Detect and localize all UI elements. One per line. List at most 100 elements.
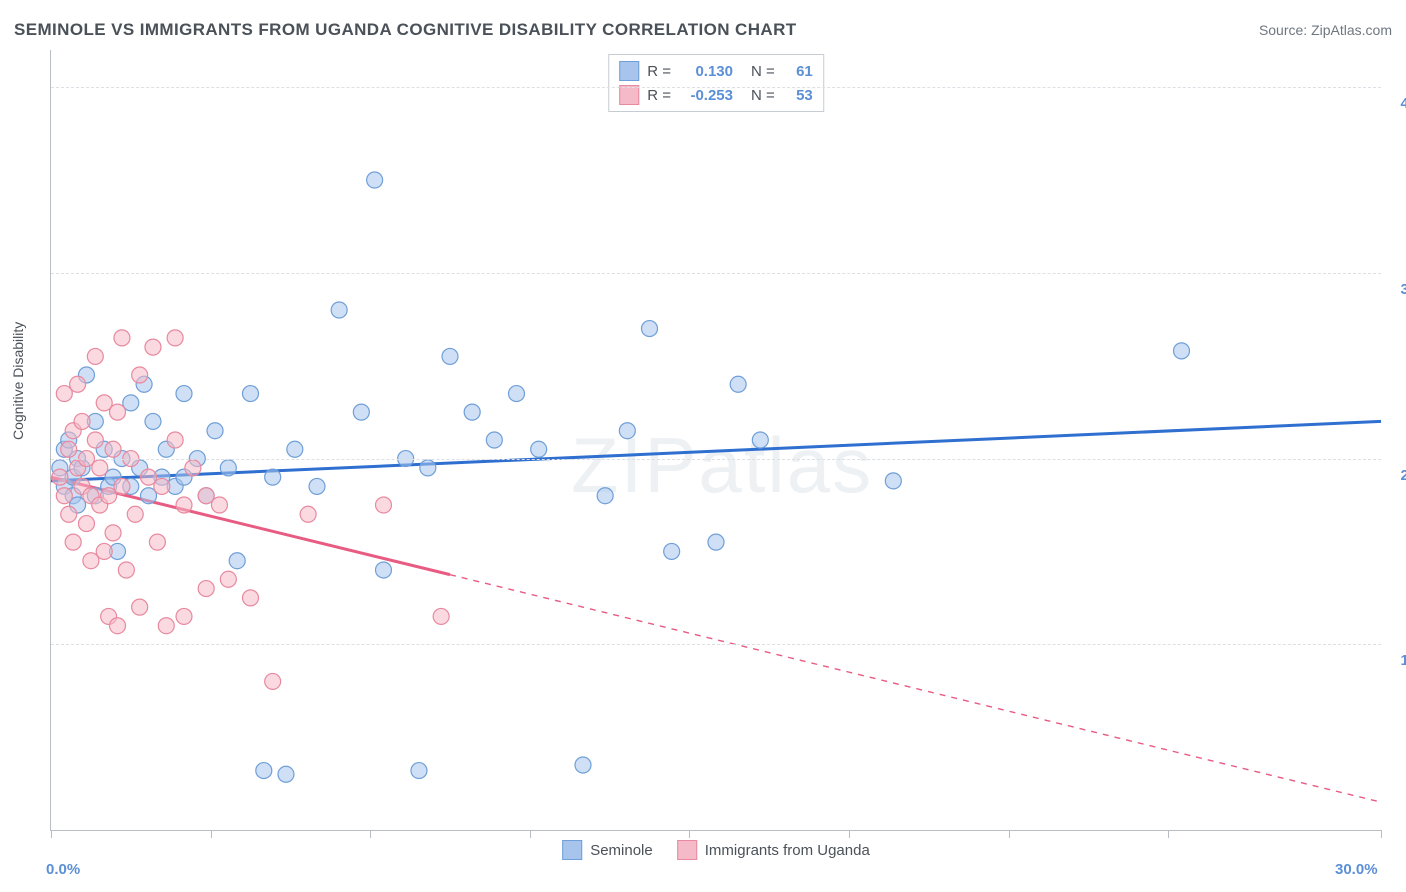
x-tick: [530, 830, 531, 838]
x-tick: [1009, 830, 1010, 838]
data-point: [56, 488, 72, 504]
data-point: [885, 473, 901, 489]
n-label: N =: [751, 63, 775, 80]
data-point: [61, 441, 77, 457]
source-label: Source:: [1259, 22, 1307, 38]
series-legend: Seminole Immigrants from Uganda: [562, 840, 870, 860]
data-point: [243, 386, 259, 402]
y-tick-label: 40.0%: [1388, 95, 1406, 112]
data-point: [87, 432, 103, 448]
data-point: [110, 618, 126, 634]
x-tick: [51, 830, 52, 838]
data-point: [376, 497, 392, 513]
swatch-seminole: [562, 840, 582, 860]
y-tick-label: 20.0%: [1388, 467, 1406, 484]
data-point: [74, 413, 90, 429]
y-tick-label: 10.0%: [1388, 652, 1406, 669]
data-point: [420, 460, 436, 476]
data-point: [278, 766, 294, 782]
legend-item-seminole: Seminole: [562, 840, 653, 860]
data-point: [167, 330, 183, 346]
data-point: [105, 441, 121, 457]
data-point: [265, 673, 281, 689]
data-point: [149, 534, 165, 550]
data-point: [752, 432, 768, 448]
data-point: [575, 757, 591, 773]
data-point: [176, 497, 192, 513]
chart-header: SEMINOLE VS IMMIGRANTS FROM UGANDA COGNI…: [14, 20, 1392, 40]
data-point: [287, 441, 303, 457]
data-point: [353, 404, 369, 420]
chart-title: SEMINOLE VS IMMIGRANTS FROM UGANDA COGNI…: [14, 20, 797, 40]
x-tick-label: 0.0%: [46, 861, 80, 878]
data-point: [70, 376, 86, 392]
x-tick: [1381, 830, 1382, 838]
data-point: [176, 608, 192, 624]
swatch-seminole: [619, 61, 639, 81]
data-point: [411, 763, 427, 779]
r-value-seminole: 0.130: [679, 63, 733, 80]
plot-area: ZIPatlas R = 0.130 N = 61 R = -0.253 N =…: [50, 50, 1381, 831]
data-point: [114, 478, 130, 494]
x-tick: [1168, 830, 1169, 838]
trend-line: [51, 421, 1381, 480]
data-point: [265, 469, 281, 485]
data-point: [87, 348, 103, 364]
data-point: [154, 478, 170, 494]
gridline: [51, 459, 1381, 460]
data-point: [78, 516, 94, 532]
gridline: [51, 273, 1381, 274]
data-point: [256, 763, 272, 779]
data-point: [132, 367, 148, 383]
data-point: [486, 432, 502, 448]
x-tick: [849, 830, 850, 838]
data-point: [220, 571, 236, 587]
data-point: [185, 460, 201, 476]
data-point: [145, 339, 161, 355]
data-point: [664, 543, 680, 559]
data-point: [118, 562, 134, 578]
data-point: [198, 581, 214, 597]
gridline: [51, 87, 1381, 88]
x-tick-label: 30.0%: [1335, 861, 1378, 878]
data-point: [92, 460, 108, 476]
data-point: [132, 599, 148, 615]
legend-label-seminole: Seminole: [590, 842, 653, 859]
data-point: [597, 488, 613, 504]
data-point: [52, 469, 68, 485]
data-point: [211, 497, 227, 513]
legend-item-uganda: Immigrants from Uganda: [677, 840, 870, 860]
data-point: [730, 376, 746, 392]
data-point: [220, 460, 236, 476]
data-point: [708, 534, 724, 550]
r-value-uganda: -0.253: [679, 87, 733, 104]
data-point: [96, 543, 112, 559]
data-point: [167, 432, 183, 448]
data-point: [105, 525, 121, 541]
data-point: [158, 618, 174, 634]
data-point: [61, 506, 77, 522]
swatch-uganda: [677, 840, 697, 860]
x-tick: [370, 830, 371, 838]
y-axis-label: Cognitive Disability: [10, 322, 26, 440]
data-point: [145, 413, 161, 429]
x-tick: [211, 830, 212, 838]
data-point: [433, 608, 449, 624]
data-point: [110, 404, 126, 420]
data-point: [619, 423, 635, 439]
x-tick: [689, 830, 690, 838]
gridline: [51, 644, 1381, 645]
y-tick-label: 30.0%: [1388, 281, 1406, 298]
source-attribution: Source: ZipAtlas.com: [1259, 22, 1392, 38]
data-point: [229, 553, 245, 569]
data-point: [509, 386, 525, 402]
data-point: [464, 404, 480, 420]
data-point: [176, 386, 192, 402]
stats-row-seminole: R = 0.130 N = 61: [619, 59, 813, 83]
data-point: [367, 172, 383, 188]
n-label: N =: [751, 87, 775, 104]
source-name: ZipAtlas.com: [1311, 22, 1392, 38]
data-point: [1174, 343, 1190, 359]
data-point: [531, 441, 547, 457]
n-value-uganda: 53: [783, 87, 813, 104]
